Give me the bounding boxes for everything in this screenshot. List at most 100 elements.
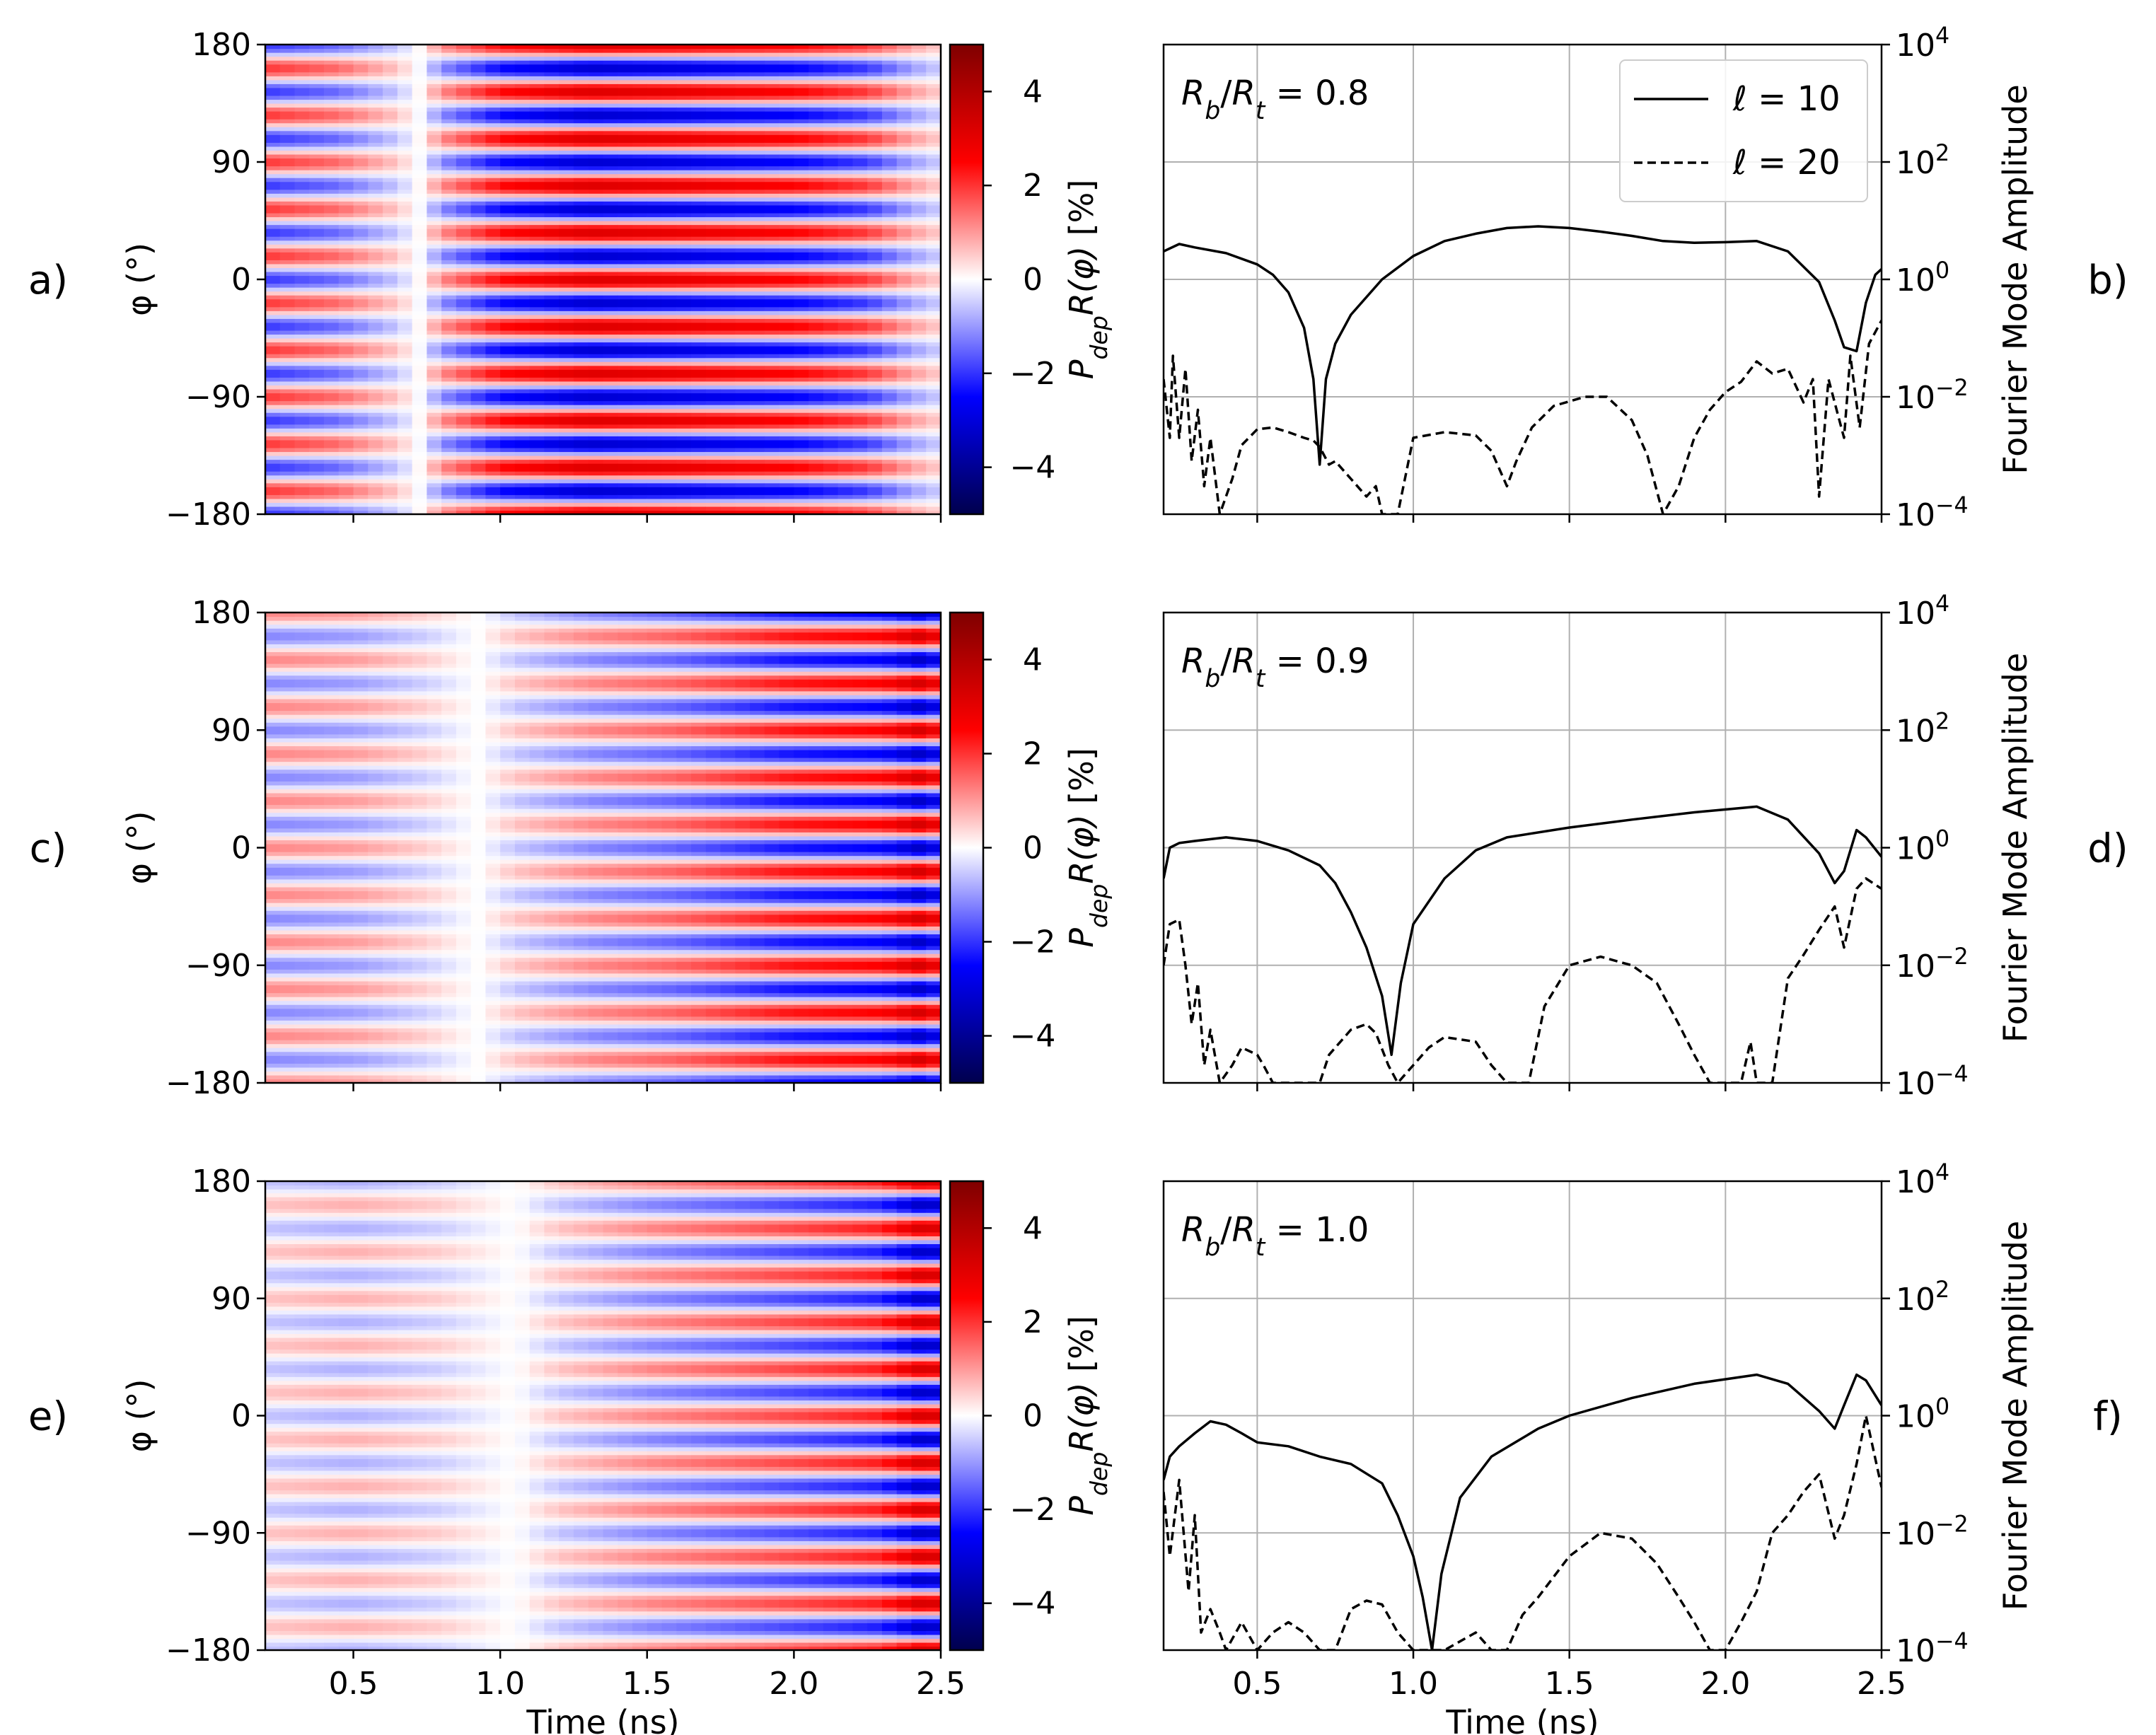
- heatmap-cell: [354, 377, 369, 381]
- heatmap-cell: [456, 350, 471, 354]
- heatmap-cell: [589, 244, 603, 248]
- heatmap-cell: [485, 76, 500, 80]
- heatmap-cell: [471, 506, 486, 511]
- heatmap-cell: [589, 95, 603, 100]
- heatmap-cell: [706, 318, 721, 323]
- heatmap-cell: [368, 373, 383, 378]
- heatmap-cell: [339, 142, 354, 146]
- heatmap-cell: [603, 170, 618, 174]
- heatmap-cell: [500, 494, 515, 499]
- heatmap-cell: [603, 272, 618, 276]
- heatmap-cell: [838, 174, 853, 178]
- heatmap-cell: [574, 236, 589, 240]
- heatmap-cell: [662, 256, 677, 260]
- heatmap-cell: [544, 111, 559, 115]
- heatmap-cell: [515, 162, 530, 166]
- heatmap-cell: [471, 225, 486, 229]
- heatmap-cell: [706, 99, 721, 103]
- heatmap-cell: [691, 460, 706, 464]
- heatmap-cell: [471, 342, 486, 347]
- heatmap-cell: [852, 361, 867, 366]
- heatmap-cell: [412, 233, 427, 237]
- heatmap-cell: [530, 150, 545, 154]
- heatmap-cell: [647, 275, 662, 279]
- heatmap-cell: [485, 139, 500, 143]
- heatmap-cell: [456, 299, 471, 303]
- heatmap-cell: [485, 162, 500, 166]
- heatmap-cell: [735, 72, 750, 76]
- heatmap-cell: [412, 103, 427, 108]
- heatmap-cell: [691, 91, 706, 95]
- heatmap-cell: [632, 475, 647, 480]
- heatmap-cell: [265, 178, 280, 182]
- heatmap-cell: [339, 111, 354, 115]
- heatmap-cell: [368, 451, 383, 455]
- heatmap-cell: [574, 451, 589, 455]
- heatmap-cell: [354, 468, 369, 472]
- heatmap-cell: [765, 158, 779, 162]
- heatmap-cell: [735, 248, 750, 253]
- heatmap-cell: [324, 68, 339, 72]
- heatmap-cell: [574, 468, 589, 472]
- heatmap-cell: [867, 236, 882, 240]
- heatmap-cell: [808, 471, 823, 475]
- heatmap-cell: [867, 405, 882, 409]
- heatmap-cell: [691, 471, 706, 475]
- heatmap-cell: [691, 225, 706, 229]
- heatmap-cell: [456, 412, 471, 417]
- heatmap-cell: [265, 287, 280, 291]
- heatmap-cell: [603, 405, 618, 409]
- heatmap-cell: [808, 142, 823, 146]
- heatmap-cell: [354, 342, 369, 347]
- heatmap-cell: [544, 134, 559, 139]
- heatmap-cell: [309, 287, 324, 291]
- heatmap-cell: [823, 326, 838, 330]
- heatmap-cell: [765, 264, 779, 268]
- heatmap-cell: [632, 334, 647, 338]
- heatmap-cell: [295, 228, 310, 233]
- heatmap-cell: [354, 76, 369, 80]
- heatmap-cell: [838, 338, 853, 342]
- heatmap-cell: [852, 264, 867, 268]
- heatmap-cell: [265, 436, 280, 440]
- heatmap-cell: [632, 170, 647, 174]
- heatmap-cell: [295, 358, 310, 362]
- heatmap-cell: [823, 225, 838, 229]
- heatmap-cell: [808, 440, 823, 444]
- heatmap-cell: [368, 193, 383, 197]
- heatmap-cell: [456, 267, 471, 272]
- heatmap-cell: [530, 494, 545, 499]
- heatmap-cell: [852, 468, 867, 472]
- heatmap-cell: [515, 401, 530, 405]
- heatmap-cell: [662, 342, 677, 347]
- heatmap-cell: [765, 326, 779, 330]
- heatmap-cell: [471, 463, 486, 468]
- heatmap-cell: [427, 115, 441, 120]
- heatmap-cell: [735, 443, 750, 448]
- heatmap-cell: [500, 323, 515, 327]
- heatmap-cell: [427, 76, 441, 80]
- heatmap-cell: [456, 52, 471, 57]
- heatmap-cell: [427, 346, 441, 350]
- heatmap-cell: [838, 323, 853, 327]
- heatmap-cell: [515, 502, 530, 506]
- heatmap-cell: [632, 52, 647, 57]
- heatmap-cell: [662, 88, 677, 92]
- heatmap-cell: [618, 88, 632, 92]
- heatmap-cell: [808, 139, 823, 143]
- heatmap-cell: [779, 267, 794, 272]
- heatmap-cell: [485, 88, 500, 92]
- heatmap-cell: [647, 401, 662, 405]
- heatmap-cell: [632, 154, 647, 158]
- heatmap-cell: [309, 111, 324, 115]
- heatmap-cell: [280, 193, 295, 197]
- heatmap-cell: [295, 142, 310, 146]
- heatmap-cell: [339, 491, 354, 495]
- heatmap-cell: [441, 405, 456, 409]
- heatmap-cell: [398, 451, 412, 455]
- heatmap-cell: [647, 299, 662, 303]
- heatmap-cell: [265, 88, 280, 92]
- heatmap-cell: [662, 193, 677, 197]
- heatmap-cell: [765, 417, 779, 421]
- heatmap-cell: [632, 99, 647, 103]
